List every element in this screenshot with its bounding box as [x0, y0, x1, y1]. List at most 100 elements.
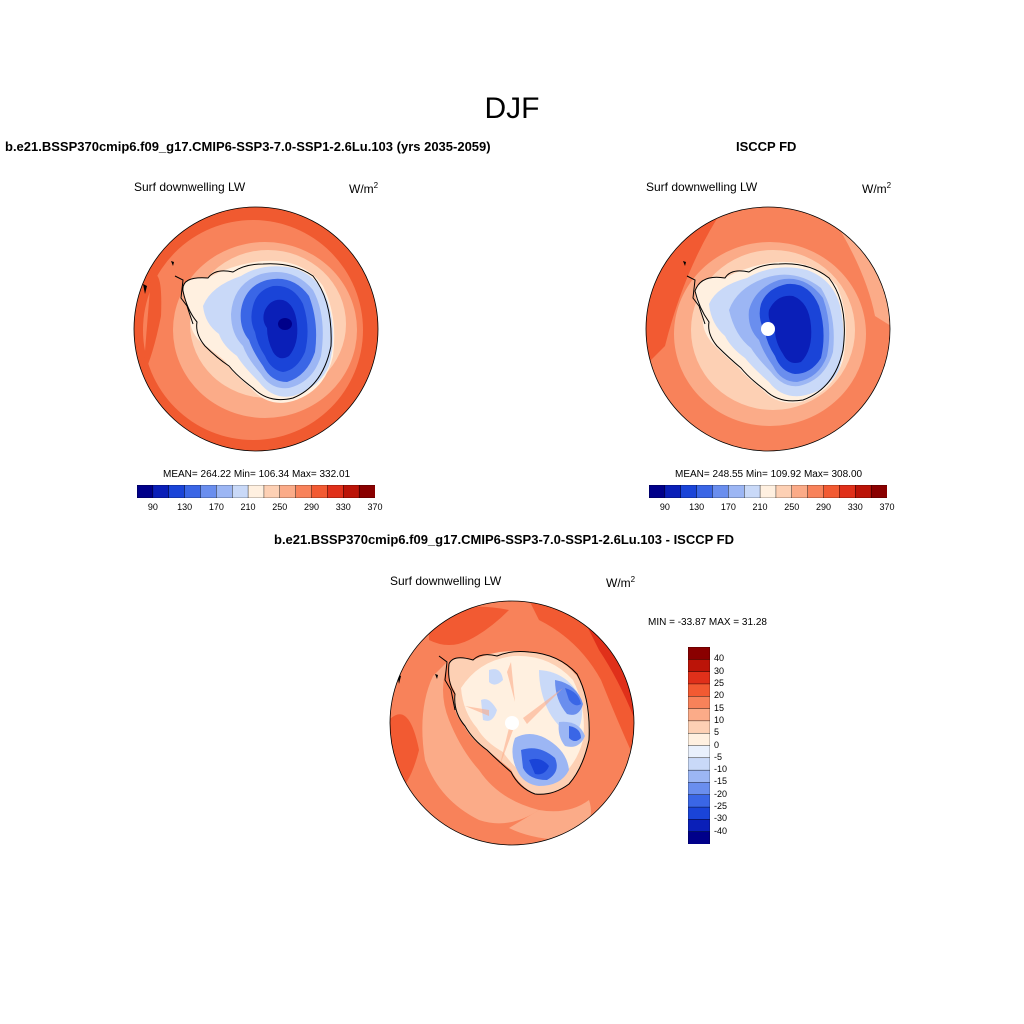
colorbar-swatch — [680, 485, 698, 498]
diff-stats: MIN = -33.87 MAX = 31.28 — [648, 617, 767, 628]
colorbar-swatch — [688, 757, 710, 771]
missing-data-pole — [505, 716, 519, 730]
colorbar-tick-label: 130 — [689, 502, 705, 512]
colorbar-swatch — [688, 720, 710, 734]
colorbar-tick-label: 210 — [752, 502, 768, 512]
colorbar-swatch — [216, 485, 233, 498]
map-boundary — [389, 600, 635, 846]
colorbar-tick-label: 5 — [714, 727, 720, 738]
colorbar-swatch — [759, 485, 777, 498]
colorbar-tick-label: 290 — [304, 502, 320, 512]
obs-panel-title: ISCCP FD — [736, 139, 797, 154]
colorbar-swatch — [743, 485, 761, 498]
model-colorbar — [137, 485, 375, 498]
obs-units-label: W/m2 — [862, 181, 892, 196]
colorbar-tick-label: 30 — [714, 665, 725, 676]
diff-colorbar-ticks: 40 30 25 20 15 10 5 0 -5 -10 -15 -20 -25 -30 -40 — [714, 647, 754, 844]
colorbar-tick-label: 15 — [714, 702, 725, 713]
map-boundary — [133, 206, 379, 452]
colorbar-tick-label: 250 — [272, 502, 288, 512]
colorbar-swatch — [688, 745, 710, 759]
colorbar-tick-label: 330 — [847, 502, 863, 512]
colorbar-swatch — [247, 485, 265, 498]
colorbar-tick-label: 370 — [367, 502, 383, 512]
colorbar-swatch — [791, 485, 809, 498]
model-polar-map — [133, 206, 379, 452]
colorbar-swatch — [696, 485, 713, 498]
colorbar-tick-label: 290 — [816, 502, 832, 512]
colorbar-swatch — [728, 485, 745, 498]
colorbar-swatch — [688, 782, 710, 796]
colorbar-tick-label: -15 — [714, 776, 728, 787]
model-panel-title: b.e21.BSSP370cmip6.f09_g17.CMIP6-SSP3-7.… — [5, 139, 491, 154]
colorbar-tick-label: 0 — [714, 739, 720, 750]
colorbar-tick-label: -20 — [714, 788, 728, 799]
colorbar-tick-label: -30 — [714, 813, 728, 824]
colorbar-swatch — [688, 831, 710, 844]
colorbar-swatch — [263, 485, 281, 498]
map-boundary — [645, 206, 891, 452]
colorbar-tick-label: 130 — [177, 502, 193, 512]
obs-colorbar — [649, 485, 887, 498]
obs-polar-map — [645, 206, 891, 452]
colorbar-tick-label: -5 — [714, 751, 723, 762]
colorbar-tick-label: -10 — [714, 764, 728, 775]
colorbar-tick-label: 90 — [147, 502, 158, 512]
colorbar-tick-label: 210 — [240, 502, 256, 512]
colorbar-swatch — [688, 819, 710, 833]
colorbar-swatch — [775, 485, 793, 498]
colorbar-tick-label: 170 — [720, 502, 736, 512]
colorbar-swatch — [688, 708, 710, 722]
colorbar-swatch — [688, 732, 710, 747]
colorbar-swatch — [664, 485, 682, 498]
colorbar-swatch — [343, 485, 360, 498]
colorbar-tick-label: 40 — [714, 653, 725, 664]
colorbar-swatch — [358, 485, 375, 498]
diff-colorbar — [688, 647, 710, 844]
diff-units-label: W/m2 — [606, 575, 636, 590]
coastline — [694, 263, 845, 402]
coastline — [448, 651, 590, 795]
colorbar-swatch — [152, 485, 170, 498]
colorbar-swatch — [295, 485, 313, 498]
colorbar-swatch — [855, 485, 872, 498]
model-stats: MEAN= 264.22 Min= 106.34 Max= 332.01 — [163, 469, 351, 480]
colorbar-swatch — [279, 485, 297, 498]
colorbar-swatch — [327, 485, 344, 498]
colorbar-tick-label: 20 — [714, 690, 725, 701]
colorbar-swatch — [823, 485, 840, 498]
colorbar-swatch — [649, 485, 666, 498]
colorbar-tick-label: 370 — [879, 502, 895, 512]
colorbar-swatch — [688, 794, 710, 808]
colorbar-swatch — [184, 485, 201, 498]
colorbar-swatch — [688, 671, 710, 685]
diff-polar-map — [389, 600, 635, 846]
colorbar-swatch — [688, 769, 710, 783]
colorbar-swatch — [688, 696, 710, 710]
colorbar-swatch — [231, 485, 249, 498]
colorbar-tick-label: 10 — [714, 714, 725, 725]
obs-stats: MEAN= 248.55 Min= 109.92 Max= 308.00 — [675, 469, 863, 480]
colorbar-swatch — [137, 485, 154, 498]
colorbar-tick-label: 330 — [335, 502, 351, 512]
obs-colorbar-ticks: 90 130 170 210 250 290 330 370 — [649, 502, 895, 514]
colorbar-tick-label: 170 — [208, 502, 224, 512]
colorbar-tick-label: 25 — [714, 677, 725, 688]
colorbar-swatch — [712, 485, 729, 498]
model-variable-label: Surf downwelling LW — [134, 180, 246, 194]
colorbar-swatch — [839, 485, 856, 498]
colorbar-swatch — [870, 485, 887, 498]
colorbar-tick-label: -25 — [714, 801, 728, 812]
obs-variable-label: Surf downwelling LW — [646, 180, 758, 194]
diff-panel-title: b.e21.BSSP370cmip6.f09_g17.CMIP6-SSP3-7.… — [274, 532, 735, 547]
coastline — [182, 263, 332, 401]
colorbar-tick-label: 250 — [784, 502, 800, 512]
colorbar-tick-label: 90 — [659, 502, 670, 512]
model-units-label: W/m2 — [349, 181, 379, 196]
colorbar-swatch — [311, 485, 328, 498]
colorbar-swatch — [807, 485, 825, 498]
page-title: DJF — [484, 92, 540, 125]
colorbar-swatch — [688, 683, 710, 697]
model-colorbar-ticks: 90 130 170 210 250 290 330 370 — [137, 502, 383, 514]
colorbar-swatch — [168, 485, 186, 498]
